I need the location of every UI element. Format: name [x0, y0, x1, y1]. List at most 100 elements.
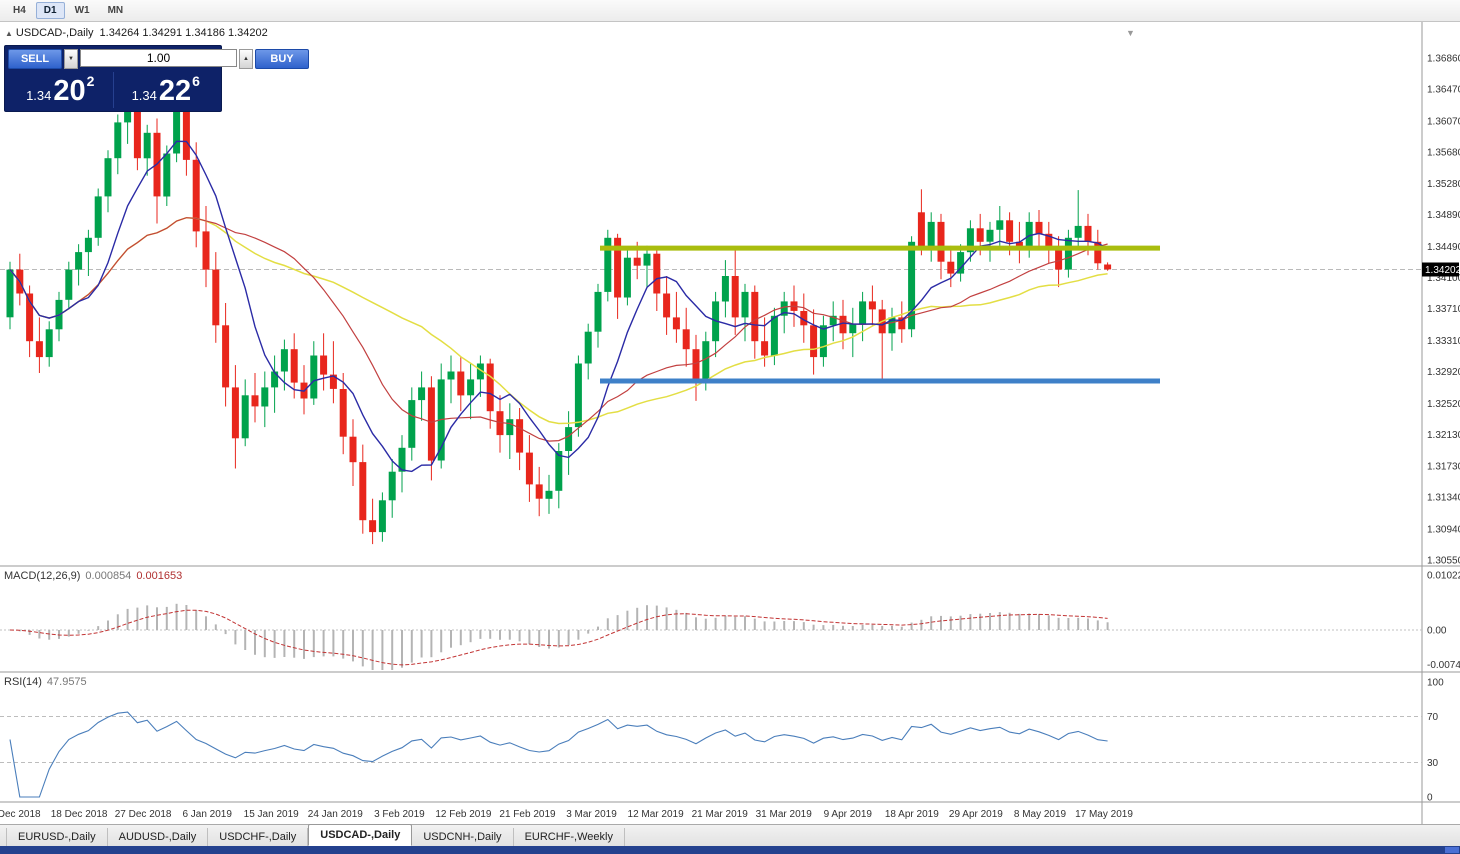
- status-strip: [0, 846, 1460, 854]
- price-axis-label: 1.36860: [1427, 54, 1460, 65]
- candle: [222, 325, 230, 388]
- candle: [947, 261, 955, 274]
- chart-shift-icon[interactable]: ▼: [1126, 28, 1135, 38]
- chart-area[interactable]: 1.36860 1.36470 1.36070 1.35680 1.35280 1.348…: [0, 22, 1460, 824]
- candle: [349, 436, 357, 463]
- candle: [241, 395, 249, 439]
- volume-increase-button[interactable]: ▲: [239, 49, 253, 69]
- macd-label: MACD(12,26,9) 0.000854 0.001653: [4, 570, 182, 582]
- candle: [476, 363, 484, 380]
- candle: [584, 331, 592, 364]
- candle: [574, 363, 582, 428]
- candle: [868, 301, 876, 310]
- date-axis-label: 3 Mar 2019: [566, 809, 617, 820]
- price-axis[interactable]: 1.36860 1.36470 1.36070 1.35680 1.35280 1.348…: [1427, 54, 1460, 567]
- chart-tab-bar: EURUSD-,Daily AUDUSD-,Daily USDCHF-,Daily U…: [0, 824, 1460, 846]
- date-axis-label: 12 Mar 2019: [628, 809, 685, 820]
- candle: [986, 229, 994, 242]
- price-axis-label: 1.33710: [1427, 304, 1460, 315]
- rsi-line: [9, 711, 1108, 798]
- scroll-thumb[interactable]: [1445, 847, 1459, 853]
- sell-price[interactable]: 1.34 20 2: [8, 72, 113, 108]
- candle: [535, 484, 543, 499]
- candle: [6, 269, 14, 318]
- candle: [1035, 221, 1043, 234]
- timeframe-button-d1[interactable]: D1: [35, 2, 65, 19]
- candle: [1006, 220, 1014, 242]
- candle: [702, 341, 710, 381]
- rsi-label: RSI(14) 47.9575: [4, 676, 87, 688]
- chart-tab-audusd[interactable]: AUDUSD-,Daily: [108, 828, 209, 846]
- price-axis-label: 1.35680: [1427, 147, 1460, 158]
- candle: [672, 317, 680, 330]
- candle: [917, 212, 925, 248]
- candle: [261, 387, 269, 407]
- timeframe-button-mn[interactable]: MN: [100, 2, 132, 19]
- price-axis-label: 1.36470: [1427, 85, 1460, 96]
- candle: [329, 374, 337, 389]
- sell-button[interactable]: SELL: [8, 49, 62, 69]
- price-axis-label: 1.32520: [1427, 399, 1460, 410]
- price-axis-label: 1.33310: [1427, 336, 1460, 347]
- price-axis-label: 1.30940: [1427, 525, 1460, 536]
- candle: [84, 237, 92, 253]
- candle: [888, 317, 896, 334]
- chart-title: ▲ USDCAD-,Daily 1.34264 1.34291 1.34186 1.…: [5, 27, 268, 39]
- timeframe-button-h4[interactable]: H4: [5, 2, 34, 19]
- chart-tab-usdcnh[interactable]: USDCNH-,Daily: [412, 828, 514, 846]
- candle: [633, 257, 641, 266]
- sell-price-sup: 2: [86, 73, 95, 89]
- candle: [829, 315, 837, 326]
- volume-decrease-button[interactable]: ▼: [64, 49, 78, 69]
- chart-tab-usdchf[interactable]: USDCHF-,Daily: [208, 828, 309, 846]
- candle: [996, 220, 1004, 230]
- candle: [486, 363, 494, 412]
- volume-input[interactable]: [80, 49, 237, 67]
- candle: [65, 269, 73, 300]
- candle: [800, 311, 808, 326]
- chart-tab-eurusd[interactable]: EURUSD-,Daily: [6, 828, 108, 846]
- date-axis-label: 21 Feb 2019: [499, 809, 556, 820]
- macd-axis-label: 0.00: [1427, 626, 1447, 637]
- macd-signal-line: [9, 609, 1108, 666]
- chart-canvas[interactable]: 1.368601.364701.360701.356801.352801.348…: [0, 22, 1460, 824]
- date-axis-label: 18 Apr 2019: [885, 809, 939, 820]
- macd-axis-label: 0.010229: [1427, 571, 1460, 582]
- chart-tab-usdcad[interactable]: USDCAD-,Daily: [308, 824, 413, 846]
- candle: [339, 389, 347, 437]
- candle: [251, 395, 259, 407]
- candle: [516, 419, 524, 453]
- candle: [35, 341, 43, 358]
- rsi-axis-label: 0: [1427, 793, 1433, 804]
- price-axis-label: 1.32920: [1427, 367, 1460, 378]
- price-axis-label: 1.34490: [1427, 242, 1460, 253]
- chart-tab-eurchf[interactable]: EURCHF-,Weekly: [514, 828, 625, 846]
- candle: [290, 349, 298, 383]
- buy-button[interactable]: BUY: [255, 49, 309, 69]
- candle: [398, 447, 406, 472]
- collapse-icon[interactable]: ▲: [5, 29, 13, 38]
- trade-controls-row: SELL ▼ ▲ BUY: [8, 49, 309, 69]
- timeframe-button-w1[interactable]: W1: [67, 2, 98, 19]
- candle: [506, 419, 514, 436]
- sell-price-prefix: 1.34: [26, 88, 52, 103]
- candle: [408, 400, 416, 448]
- date-axis[interactable]: 9 Dec 2018 18 Dec 2018 27 Dec 2018 6 Jan 20…: [0, 809, 1133, 820]
- candle: [741, 291, 749, 318]
- candle: [849, 323, 857, 334]
- candle: [731, 276, 739, 318]
- candle: [182, 98, 190, 160]
- candle: [682, 329, 690, 350]
- candle: [1084, 225, 1092, 242]
- date-axis-label: 9 Dec 2018: [0, 809, 41, 820]
- candle: [957, 252, 965, 274]
- candle: [427, 387, 435, 461]
- date-axis-label: 17 May 2019: [1075, 809, 1133, 820]
- buy-price[interactable]: 1.34 22 6: [112, 72, 219, 108]
- date-axis-label: 3 Feb 2019: [374, 809, 425, 820]
- date-axis-label: 18 Dec 2018: [51, 809, 108, 820]
- candle: [163, 153, 171, 197]
- price-axis-label: 1.30550: [1427, 556, 1460, 567]
- macd-value-signal: 0.001653: [136, 570, 183, 582]
